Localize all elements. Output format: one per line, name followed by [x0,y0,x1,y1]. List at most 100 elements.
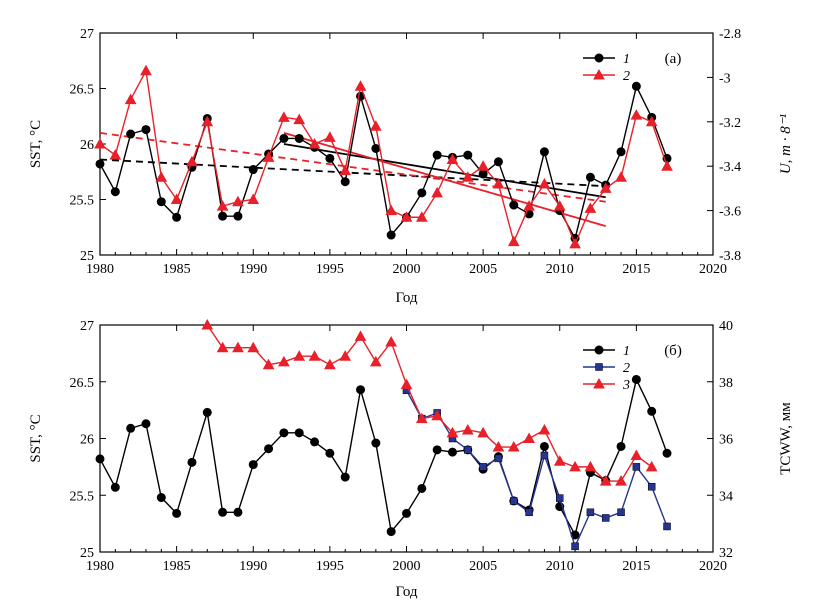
data-point-series-3 [584,460,597,472]
data-point-series-2 [538,177,551,189]
x-tick-label: 1985 [163,559,191,574]
data-point-series-1 [417,483,427,493]
data-point-series-2 [523,200,535,211]
data-point-series-1 [126,129,136,139]
data-point-series-1 [631,81,641,91]
y-right-tick-label: 34 [719,489,733,504]
data-point-series-2 [615,171,627,182]
y-left-tick-label: 27 [80,319,94,334]
data-point-series-3 [446,426,459,438]
data-point-series-2 [525,508,533,517]
data-point-series-3 [339,350,352,361]
data-point-series-3 [216,341,229,353]
data-point-series-2 [630,109,643,120]
data-point-series-2 [584,202,597,213]
x-axis-label: Год [395,584,417,600]
data-point-series-2 [308,137,321,149]
trend-line-solid-series-1 [283,143,606,199]
data-point-series-1 [294,133,304,143]
data-point-series-3 [370,355,382,367]
x-tick-label: 2010 [546,559,574,574]
y-right-axis-label: TCWW, мм [778,402,794,475]
x-tick-label: 1985 [163,262,191,277]
data-point-series-1 [631,374,641,384]
legend-label-1: 1 [623,52,630,67]
data-point-series-2 [278,111,290,122]
y-right-tick-label: -3.4 [719,160,741,175]
data-point-series-1 [539,147,549,157]
data-point-series-3 [477,426,489,438]
panel-label: (a) [665,51,682,67]
legend-marker-1 [594,345,604,355]
data-point-series-2 [415,211,428,222]
data-point-series-1 [172,212,182,222]
data-point-series-2 [293,113,306,125]
data-point-series-3 [415,412,428,424]
data-point-series-3 [400,378,413,390]
y-right-tick-label: -3.2 [719,116,741,131]
data-point-series-2 [262,151,275,162]
panel-2: 1980 1985 1990 1995 2000 2005 2010 2015 2020 25 25… [28,318,794,600]
data-point-series-3 [553,455,566,466]
y-right-tick-label: -2.8 [719,27,741,42]
data-point-series-3 [615,475,627,486]
data-point-series-1 [340,177,350,187]
data-point-series-1 [126,423,136,433]
data-point-series-1 [447,447,457,457]
data-point-series-3 [461,423,474,435]
data-point-series-1 [156,493,166,503]
data-point-series-1 [325,153,335,163]
y-right-tick-label: -3 [719,71,731,86]
data-point-series-3 [492,440,505,452]
data-point-series-1 [218,211,228,221]
data-point-series-2 [599,182,612,193]
data-point-series-3 [630,449,643,461]
data-point-series-1 [202,407,212,417]
y-left-tick-label: 25 [80,249,94,264]
panel-label: (б) [664,343,682,359]
data-point-series-1 [493,157,503,167]
legend-label-3: 3 [622,378,630,393]
data-point-series-1 [248,460,258,470]
x-tick-label: 2000 [393,559,421,574]
data-point-series-3 [354,330,367,341]
data-point-series-1 [463,150,473,160]
data-point-series-2 [216,200,229,211]
data-point-series-3 [538,423,551,435]
data-point-series-1 [279,428,289,438]
y-left-tick-label: 25.5 [70,194,95,209]
data-point-series-1 [647,406,657,416]
data-point-series-3 [247,341,260,353]
data-point-series-3 [201,318,214,330]
x-tick-label: 1990 [239,559,267,574]
y-left-tick-label: 26 [80,138,94,153]
data-point-series-3 [324,358,336,370]
y-right-tick-label: 36 [719,433,733,448]
x-tick-label: 1995 [316,559,344,574]
data-point-series-1 [432,150,442,160]
data-point-series-1 [539,441,549,451]
data-point-series-1 [172,508,182,518]
data-point-series-2 [232,195,244,207]
data-point-series-2 [601,514,610,522]
data-point-series-1 [386,230,396,240]
y-left-tick-label: 26.5 [70,83,95,98]
data-point-series-2 [201,115,214,127]
data-point-series-1 [141,125,151,135]
data-point-series-2 [632,463,641,471]
data-point-series-1 [248,165,258,175]
y-right-axis-label: U, m · 8⁻¹ [778,113,794,174]
data-point-series-1 [110,482,120,492]
legend-label-2: 2 [623,69,630,84]
data-point-series-2 [492,177,505,189]
data-point-series-1 [325,448,335,458]
data-point-series-1 [156,197,166,207]
data-point-series-2 [400,211,413,222]
data-point-series-2 [155,171,168,182]
data-point-series-1 [478,169,488,179]
legend-marker-2 [593,68,605,80]
series-line-1 [99,84,668,241]
data-point-series-2 [324,131,336,142]
legend-label-2: 2 [623,361,630,376]
trend-line-solid-series-2 [283,132,606,228]
